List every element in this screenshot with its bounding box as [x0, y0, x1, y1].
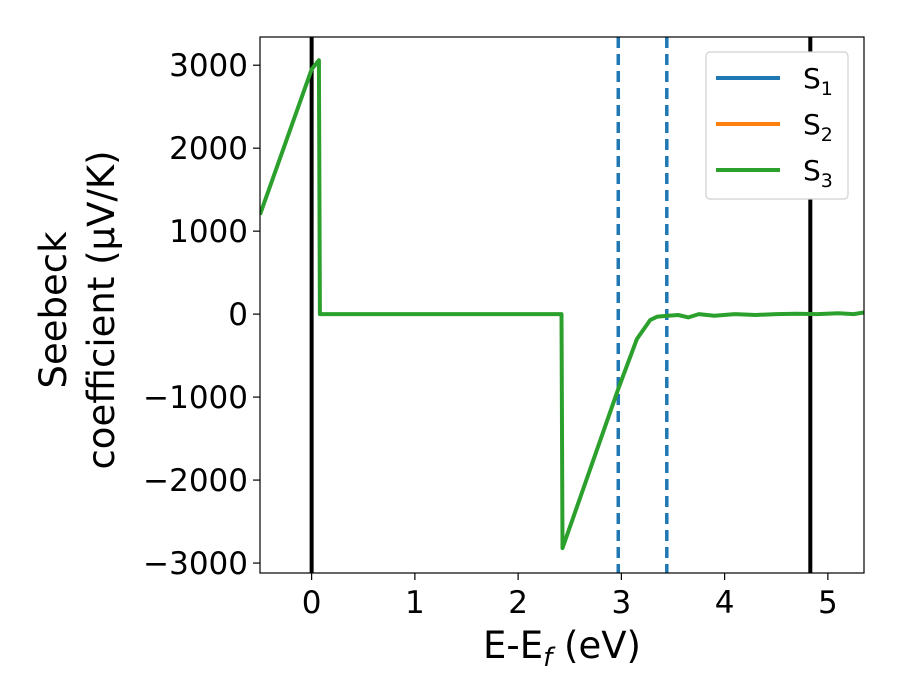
y-axis-label: Seebeck coefficient (μV/K) — [32, 150, 123, 469]
series-line-s3 — [260, 58, 864, 551]
x-axis-label-unit: (eV) — [552, 624, 641, 667]
y-tick-label: −2000 — [143, 463, 248, 499]
x-tick-label: 1 — [405, 585, 425, 621]
x-tick-label: 2 — [508, 585, 528, 621]
y-tick-label: −1000 — [143, 380, 248, 416]
x-tick-label: 3 — [612, 585, 632, 621]
y-tick-label: 1000 — [169, 214, 248, 250]
plot-frame — [259, 36, 865, 574]
x-tick-label: 5 — [818, 585, 838, 621]
y-axis-label-line2: coefficient (μV/K) — [80, 150, 123, 469]
y-axis-label-line1: Seebeck — [32, 231, 75, 389]
x-tick-label: 0 — [302, 585, 322, 621]
y-axis-ticks: 3000 2000 1000 0 −1000 −2000 −3000 — [143, 48, 260, 582]
y-tick-label: −3000 — [143, 546, 248, 582]
legend-label-s2: S2 — [803, 108, 833, 146]
series-lines — [260, 58, 864, 551]
y-tick-label: 0 — [228, 297, 248, 333]
y-tick-label: 2000 — [169, 131, 248, 167]
x-axis-label: E-Ef (eV) — [483, 624, 641, 673]
x-axis-ticks: 0 1 2 3 4 5 — [302, 573, 838, 621]
x-tick-label: 4 — [715, 585, 735, 621]
y-tick-label: 3000 — [169, 48, 248, 84]
